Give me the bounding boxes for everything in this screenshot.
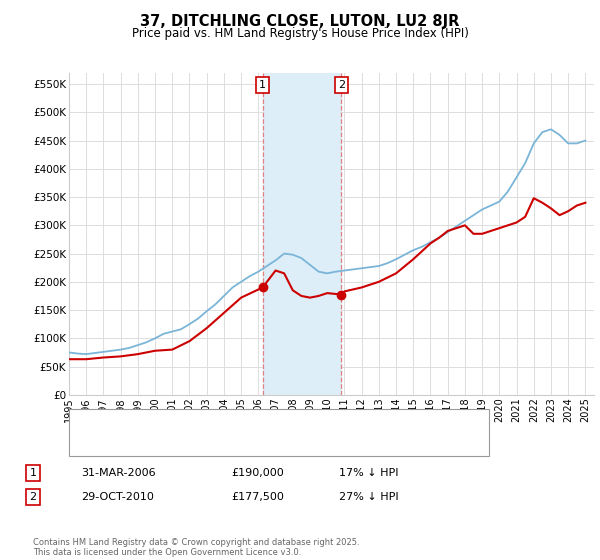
Text: 1: 1	[29, 468, 37, 478]
Text: Contains HM Land Registry data © Crown copyright and database right 2025.
This d: Contains HM Land Registry data © Crown c…	[33, 538, 359, 557]
Text: 1: 1	[259, 80, 266, 90]
Text: HPI: Average price, detached house, Luton: HPI: Average price, detached house, Luto…	[120, 438, 342, 448]
Bar	[263, 73, 341, 395]
Text: £190,000: £190,000	[231, 468, 284, 478]
Text: 2: 2	[338, 80, 345, 90]
Text: 27% ↓ HPI: 27% ↓ HPI	[339, 492, 398, 502]
Text: 17% ↓ HPI: 17% ↓ HPI	[339, 468, 398, 478]
Text: Price paid vs. HM Land Registry's House Price Index (HPI): Price paid vs. HM Land Registry's House …	[131, 27, 469, 40]
Text: 31-MAR-2006: 31-MAR-2006	[81, 468, 155, 478]
Text: 37, DITCHLING CLOSE, LUTON, LU2 8JR (detached house): 37, DITCHLING CLOSE, LUTON, LU2 8JR (det…	[120, 417, 416, 427]
Text: 2: 2	[29, 492, 37, 502]
Text: 29-OCT-2010: 29-OCT-2010	[81, 492, 154, 502]
Text: 37, DITCHLING CLOSE, LUTON, LU2 8JR: 37, DITCHLING CLOSE, LUTON, LU2 8JR	[140, 14, 460, 29]
Text: £177,500: £177,500	[231, 492, 284, 502]
